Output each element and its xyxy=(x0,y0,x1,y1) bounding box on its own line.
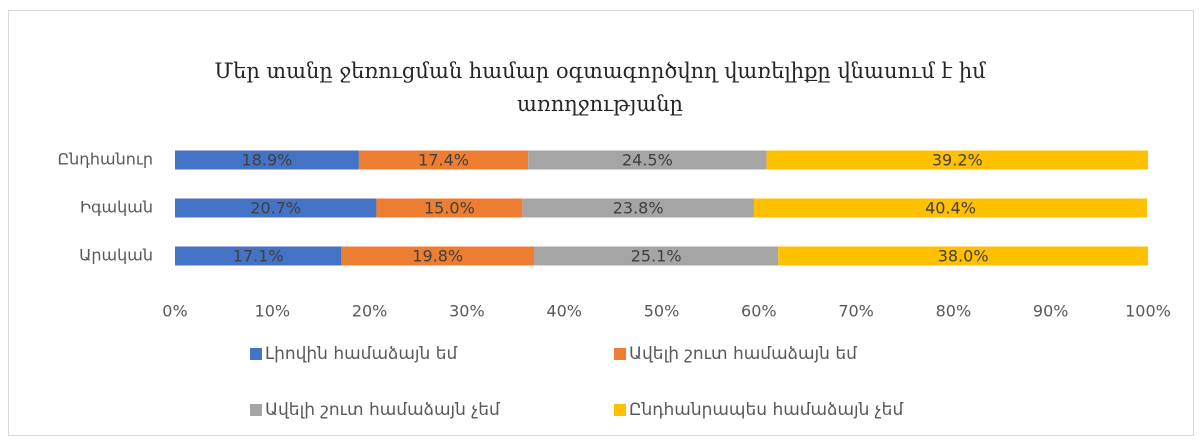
data-label: 40.4% xyxy=(925,199,976,218)
legend-swatch xyxy=(250,348,262,360)
x-tick-label: 40% xyxy=(546,302,582,321)
chart-frame xyxy=(8,10,1194,436)
data-label: 23.8% xyxy=(613,199,664,218)
bar-segment xyxy=(522,198,754,218)
data-label: 18.9% xyxy=(242,151,293,170)
x-tick-label: 80% xyxy=(936,302,972,321)
bar-segment xyxy=(534,246,779,266)
legend-label: Ավելի շուտ համաձայն եմ xyxy=(629,344,857,364)
data-label: 20.7% xyxy=(250,199,301,218)
data-label: 25.1% xyxy=(631,247,682,266)
bar-segment xyxy=(766,150,1148,170)
x-tick-label: 10% xyxy=(255,302,291,321)
x-tick-label: 60% xyxy=(741,302,777,321)
x-tick-label: 100% xyxy=(1125,302,1171,321)
x-tick-label: 70% xyxy=(838,302,874,321)
legend-label: Ավելի շուտ համաձայն չեմ xyxy=(265,400,500,420)
legend-label: Ընդհանրապես համաձայն չեմ xyxy=(629,400,903,420)
data-label: 17.1% xyxy=(233,247,284,266)
bar-segment xyxy=(341,246,535,266)
y-tick-label: Ընդհանուր xyxy=(57,150,153,169)
legend-swatch xyxy=(250,404,262,416)
y-tick-label: Իգական xyxy=(80,198,153,217)
x-tick-label: 50% xyxy=(644,302,680,321)
data-label: 39.2% xyxy=(932,151,983,170)
legend-label: Լիովին համաձայն եմ xyxy=(265,344,457,364)
bar-segment xyxy=(175,150,359,170)
data-label: 15.0% xyxy=(424,199,475,218)
bar-segment xyxy=(175,198,377,218)
legend-swatch xyxy=(614,348,626,360)
x-tick-label: 20% xyxy=(352,302,388,321)
bar-segment xyxy=(376,198,523,218)
x-tick-label: 30% xyxy=(449,302,485,321)
y-tick-label: Արական xyxy=(79,246,153,265)
data-label: 24.5% xyxy=(622,151,673,170)
data-label: 19.8% xyxy=(412,247,463,266)
bar-segment xyxy=(358,150,529,170)
bar-segment xyxy=(778,246,1148,266)
data-label: 38.0% xyxy=(938,247,989,266)
bar-segment xyxy=(753,198,1148,218)
data-label: 17.4% xyxy=(418,151,469,170)
x-tick-label: 90% xyxy=(1033,302,1069,321)
bar-segment xyxy=(528,150,767,170)
chart-title: Մեր տանը ջեռուցման համար օգտագործվող վառ… xyxy=(214,59,986,116)
x-tick-label: 0% xyxy=(162,302,187,321)
legend-swatch xyxy=(614,404,626,416)
bar-segment xyxy=(175,246,342,266)
